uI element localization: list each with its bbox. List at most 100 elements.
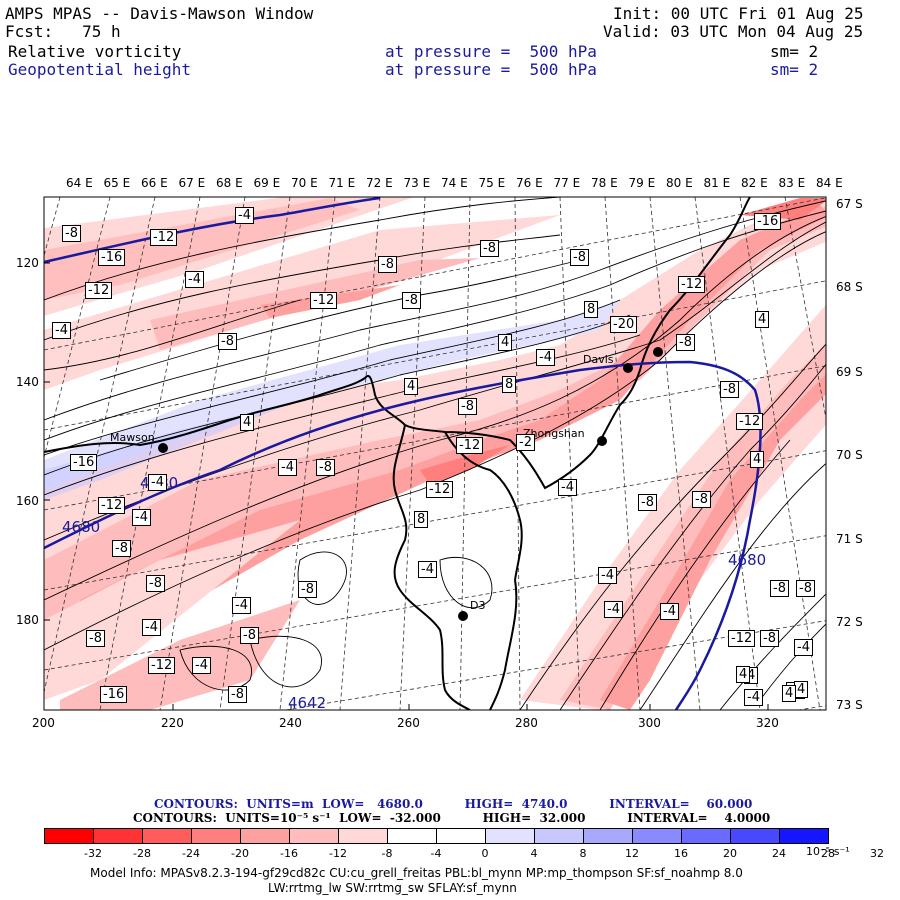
- graticule: [44, 197, 826, 710]
- vorticity-label: -4: [660, 603, 679, 620]
- bottom-axis-label: 220: [161, 716, 184, 730]
- field2-sm: sm= 2: [770, 60, 819, 79]
- model-info-physics: LW:rrtmg_lw SW:rrtmg_sw SFLAY:sf_mynn: [268, 881, 517, 895]
- field1-name: Relative vorticity: [8, 42, 182, 61]
- longitude-label: 82 E: [741, 176, 768, 190]
- bottom-axis-label: 280: [515, 716, 538, 730]
- colorbar-swatch: [436, 828, 486, 844]
- bottom-axis-label: 200: [32, 716, 55, 730]
- vorticity-label: -4: [744, 689, 763, 706]
- vorticity-label: -4: [235, 207, 254, 224]
- vorticity-label: -12: [456, 437, 484, 454]
- longitude-label: 72 E: [366, 176, 393, 190]
- vorticity-label: -12: [426, 481, 454, 498]
- longitude-label: 81 E: [703, 176, 731, 190]
- field2-name: Geopotential height: [8, 60, 192, 79]
- station-label: Mawson: [110, 431, 155, 444]
- vorticity-label: -8: [228, 686, 247, 703]
- longitude-label: 73 E: [403, 176, 431, 190]
- vorticity-label: 4: [404, 378, 419, 395]
- vorticity-label: -8: [298, 581, 317, 598]
- longitude-label: 65 E: [103, 176, 131, 190]
- colorbar-swatch: [485, 828, 535, 844]
- vorticity-label: -8: [402, 292, 421, 309]
- longitude-label: 80 E: [666, 176, 693, 190]
- colorbar-swatch: [338, 828, 388, 844]
- valid-time: Valid: 03 UTC Mon 04 Aug 25: [603, 22, 864, 41]
- init-time: Init: 00 UTC Fri 01 Aug 25: [613, 4, 864, 23]
- latitude-label: 70 S: [836, 448, 863, 462]
- map-panel: [44, 197, 826, 710]
- vorticity-label: -8: [112, 540, 131, 557]
- longitude-label: 64 E: [66, 176, 93, 190]
- colorbar-swatch: [387, 828, 437, 844]
- colorbar-label: 16: [674, 847, 688, 860]
- longitude-label: 70 E: [291, 176, 318, 190]
- colorbar-label: -16: [280, 847, 298, 860]
- longitude-label: 79 E: [628, 176, 656, 190]
- field1-level: at pressure = 500 hPa: [385, 42, 597, 61]
- vorticity-label: 4: [794, 681, 809, 698]
- height-contour-label: 4642: [288, 694, 327, 712]
- left-axis-label: 180: [16, 613, 39, 627]
- longitude-label: 78 E: [591, 176, 618, 190]
- vorticity-label: -4: [604, 601, 623, 618]
- vorticity-label: -12: [678, 276, 706, 293]
- height-contour-label: 4680: [62, 518, 101, 536]
- vorticity-label: -8: [146, 575, 165, 592]
- field1-sm: sm= 2: [770, 42, 819, 61]
- vorticity-label: -12: [148, 657, 176, 674]
- longitude-label: 76 E: [516, 176, 543, 190]
- vorticity-label: -4: [132, 509, 151, 526]
- left-axis-label: 120: [16, 256, 39, 270]
- height-contour-label: 4680: [728, 551, 767, 569]
- vorticity-label: -20: [610, 316, 638, 333]
- longitude-label: 66 E: [141, 176, 168, 190]
- vorticity-label: -4: [148, 474, 167, 491]
- colorbar-swatch: [779, 828, 829, 844]
- colorbar-label: 12: [625, 847, 639, 860]
- vorticity-label: -4: [232, 597, 251, 614]
- vorticity-label: -16: [70, 454, 98, 471]
- colorbar-label: -20: [231, 847, 249, 860]
- vorticity-label: -8: [240, 627, 259, 644]
- station-label: Davis: [583, 353, 614, 366]
- colorbar-label: -24: [182, 847, 200, 860]
- vorticity-label: -4: [278, 459, 297, 476]
- vorticity-label: -12: [98, 497, 126, 514]
- colorbar-label: 4: [530, 847, 538, 860]
- colorbar-swatch: [289, 828, 339, 844]
- left-axis-label: 160: [16, 494, 39, 508]
- vorticity-label: -12: [736, 413, 764, 430]
- vorticity-label: -8: [692, 491, 711, 508]
- longitude-label: 77 E: [553, 176, 581, 190]
- colorbar-swatch: [632, 828, 682, 844]
- contours-info-height: CONTOURS: UNITS=m LOW= 4680.0 HIGH= 4740…: [154, 797, 753, 811]
- vorticity-label: 4: [498, 334, 513, 351]
- vorticity-label: -8: [796, 580, 815, 597]
- vorticity-label: -8: [676, 334, 695, 351]
- vorticity-label: -16: [754, 213, 782, 230]
- vorticity-label: 8: [502, 376, 517, 393]
- colorbar-swatch: [191, 828, 241, 844]
- vorticity-label: -8: [458, 398, 477, 415]
- latitude-label: 67 S: [836, 197, 863, 211]
- vorticity-label: -12: [85, 282, 113, 299]
- colorbar-swatch: [240, 828, 290, 844]
- colorbar-label: 8: [579, 847, 587, 860]
- colorbar-label: 32: [870, 847, 884, 860]
- map-frame: [43, 196, 827, 711]
- vorticity-label: -12: [150, 229, 178, 246]
- longitude-label: 74 E: [441, 176, 468, 190]
- vorticity-label: -8: [378, 256, 397, 273]
- colorbar-label: 0: [481, 847, 489, 860]
- axis-ticks: [43, 262, 769, 710]
- vorticity-label: -8: [86, 630, 105, 647]
- left-axis-label: 140: [16, 375, 39, 389]
- model-info: Model Info: MPASv8.2.3-194-gf29cd82c CU:…: [90, 866, 743, 880]
- colorbar-label: -28: [133, 847, 151, 860]
- vorticity-label: -8: [638, 494, 657, 511]
- colorbar-label: -4: [430, 847, 442, 860]
- latitude-label: 72 S: [836, 615, 863, 629]
